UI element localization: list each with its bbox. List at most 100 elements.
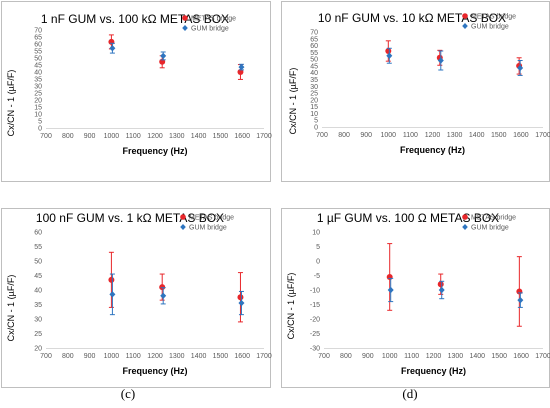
- x-tick-label: 1600: [234, 133, 250, 140]
- y-tick-label: 20: [34, 346, 42, 353]
- legend-label: METAS bridge: [189, 215, 234, 222]
- data-point: [238, 299, 245, 307]
- y-tick-label: -5: [314, 273, 320, 280]
- x-tick-label: 800: [340, 353, 352, 360]
- y-tick-label: 35: [310, 77, 318, 84]
- y-tick-label: 25: [310, 91, 318, 98]
- x-tick-label: 1100: [126, 133, 141, 140]
- y-tick-label: 25: [34, 331, 42, 338]
- data-point: [517, 296, 524, 304]
- y-axis-label: Cx/CN - 1 (µF/F): [6, 70, 16, 137]
- y-tick-label: 70: [310, 30, 318, 37]
- y-tick-label: -20: [310, 317, 320, 324]
- x-tick-label: 1700: [535, 132, 550, 139]
- x-tick-label: 1000: [381, 132, 397, 139]
- y-tick-label: 30: [310, 84, 318, 91]
- x-tick-label: 800: [62, 353, 74, 360]
- x-tick-label: 1600: [513, 132, 529, 139]
- data-point: [108, 276, 115, 283]
- x-axis-label: Frequency (Hz): [122, 146, 187, 156]
- data-point: [109, 291, 116, 298]
- x-tick-label: 700: [318, 353, 330, 360]
- x-tick-label: 700: [40, 353, 52, 360]
- x-tick-label: 900: [84, 133, 96, 140]
- y-tick-label: 40: [310, 70, 318, 77]
- chart-panel-4: 1 µF GUM vs. 100 Ω METAS BOX -30 -25 -20 -15…: [281, 208, 550, 401]
- x-tick-label: 1000: [104, 353, 120, 360]
- data-point: [437, 57, 444, 64]
- legend-marker: [182, 15, 188, 21]
- x-tick-label: 1600: [513, 353, 529, 360]
- x-tick-label: 1400: [469, 132, 485, 139]
- legend-label: GUM bridge: [471, 24, 509, 31]
- legend-label: GUM bridge: [189, 225, 227, 232]
- x-tick-label: 1300: [169, 353, 185, 360]
- x-tick-label: 1600: [234, 353, 250, 360]
- x-tick-label: 1500: [213, 133, 229, 140]
- y-tick-label: 40: [34, 288, 42, 295]
- x-tick-label: 1700: [256, 353, 272, 360]
- data-point: [516, 288, 523, 295]
- legend-marker: [462, 13, 468, 19]
- y-tick-label: 5: [38, 119, 42, 126]
- x-tick-label: 900: [360, 132, 372, 139]
- y-tick-label: 60: [34, 230, 42, 237]
- x-tick-label: 1000: [382, 353, 398, 360]
- y-tick-label: 60: [34, 42, 42, 49]
- chart-title: 100 nF GUM vs. 1 kΩ METAS BOX: [36, 211, 224, 225]
- legend-marker: [462, 224, 468, 230]
- y-tick-label: 55: [34, 244, 42, 251]
- chart-title: 1 nF GUM vs. 100 kΩ METAS BOX: [41, 12, 229, 26]
- data-point: [108, 38, 115, 45]
- x-tick-label: 1500: [491, 353, 507, 360]
- y-tick-label: 20: [34, 98, 42, 105]
- data-point: [238, 63, 245, 71]
- y-tick-label: 45: [310, 63, 318, 70]
- x-tick-label: 1000: [104, 133, 120, 140]
- data-point: [109, 45, 116, 52]
- chart-frame: [1, 208, 271, 388]
- data-point: [386, 273, 393, 280]
- data-point: [237, 69, 244, 75]
- data-point: [385, 48, 392, 54]
- y-tick-label: 65: [310, 36, 318, 43]
- x-tick-label: 800: [62, 133, 74, 140]
- y-tick-label: 25: [34, 91, 42, 98]
- x-tick-label: 1100: [403, 132, 418, 139]
- legend-marker: [182, 25, 188, 31]
- chart-panel-1: 1 nF GUM vs. 100 kΩ METAS BOX05101520253…: [1, 1, 272, 221]
- x-tick-label: 1300: [448, 353, 464, 360]
- y-axis-label: Cx/CN - 1 (µF/F): [6, 275, 16, 342]
- y-tick-label: 10: [34, 112, 42, 119]
- data-point: [386, 52, 393, 59]
- data-point: [437, 281, 444, 288]
- y-tick-label: 0: [316, 259, 320, 266]
- chart-title: 1 µF GUM vs. 100 Ω METAS BOX: [317, 211, 499, 225]
- x-tick-label: 700: [40, 133, 52, 140]
- chart-frame: [1, 1, 271, 182]
- data-point: [159, 284, 166, 291]
- y-tick-label: 5: [316, 244, 320, 251]
- legend-label: METAS bridge: [471, 14, 516, 21]
- data-point: [387, 286, 394, 294]
- x-tick-label: 700: [316, 132, 328, 139]
- x-tick-label: 1500: [491, 132, 507, 139]
- data-point: [438, 286, 445, 294]
- x-tick-label: 800: [338, 132, 350, 139]
- x-tick-label: 1300: [447, 132, 463, 139]
- y-tick-label: 55: [34, 49, 42, 56]
- x-tick-label: 1400: [191, 133, 207, 140]
- chart-panel-2: 10 nF GUM vs. 10 kΩ METAS BOX05101520253…: [281, 1, 550, 225]
- chart-title: 10 nF GUM vs. 10 kΩ METAS BOX: [318, 11, 506, 25]
- y-tick-label: 40: [34, 70, 42, 77]
- chart-frame: [281, 208, 550, 388]
- legend-marker: [462, 23, 468, 29]
- x-tick-label: 1700: [535, 353, 550, 360]
- y-tick-label: 65: [34, 35, 42, 42]
- x-tick-label: 1100: [126, 353, 141, 360]
- legend-label: GUM bridge: [191, 26, 229, 33]
- y-tick-label: -30: [310, 346, 320, 353]
- y-tick-label: 0: [38, 126, 42, 133]
- y-tick-label: 15: [34, 105, 42, 112]
